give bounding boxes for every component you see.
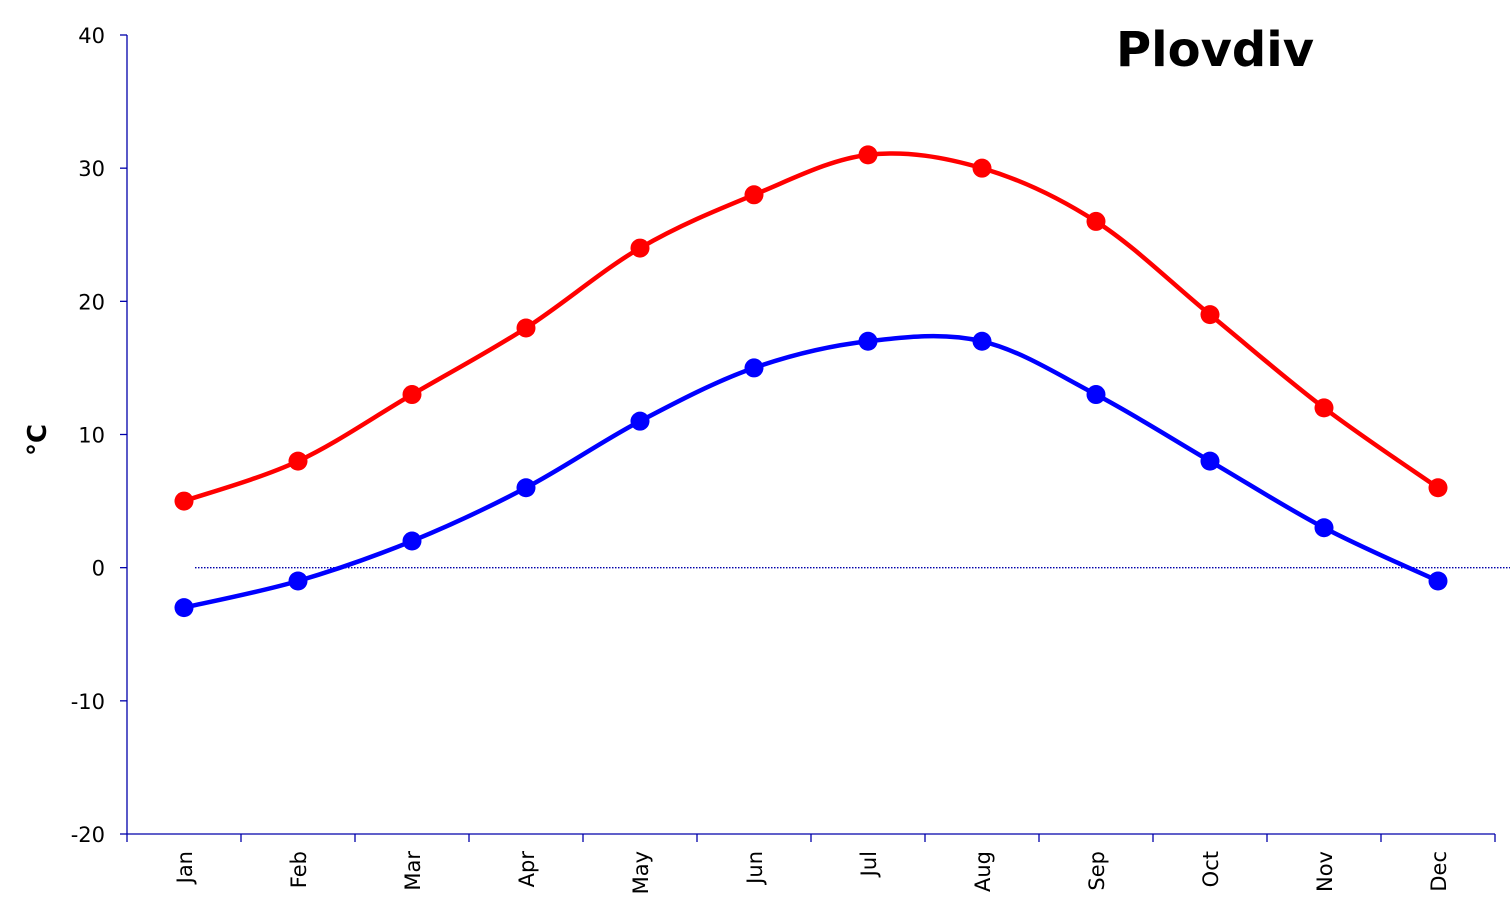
y-tick-label: 30 (78, 157, 105, 181)
data-point-high (858, 145, 878, 165)
y-tick-label: -20 (71, 823, 105, 847)
data-point-low (1086, 385, 1106, 405)
data-point-high (630, 238, 650, 258)
data-point-high (174, 491, 194, 511)
data-point-high (1428, 478, 1448, 498)
data-point-high (1086, 211, 1106, 231)
data-point-high (1314, 398, 1334, 418)
data-point-high (288, 451, 308, 471)
x-tick-label: Jan (173, 851, 197, 885)
y-tick-label: 0 (92, 557, 105, 581)
series-line-high (183, 151, 1440, 504)
data-point-low (972, 331, 992, 351)
x-tick-label: Nov (1313, 851, 1337, 892)
x-tick-label: Jun (743, 851, 767, 886)
x-tick-label: Aug (971, 851, 995, 892)
data-point-low (630, 411, 650, 431)
data-point-low (1200, 451, 1220, 471)
x-tick-label: Jul (857, 851, 881, 878)
x-tick-label: Dec (1427, 851, 1451, 892)
data-point-high (972, 158, 992, 178)
data-point-high (1200, 305, 1220, 325)
data-point-high (744, 185, 764, 205)
data-point-low (1314, 518, 1334, 538)
series-line-low (183, 333, 1439, 610)
data-point-low (744, 358, 764, 378)
y-axis-label: °C (23, 424, 53, 456)
x-tick-label: Feb (287, 851, 311, 888)
data-point-high (516, 318, 536, 338)
data-point-high (402, 385, 422, 405)
x-tick-label: Apr (515, 851, 539, 888)
y-tick-label: -10 (71, 690, 105, 714)
data-point-low (402, 531, 422, 551)
y-tick-label: 10 (78, 424, 105, 448)
data-point-low (288, 571, 308, 591)
x-tick-label: Oct (1199, 851, 1223, 887)
chart-title: Plovdiv (1116, 22, 1314, 78)
y-tick-label: 40 (78, 24, 105, 48)
data-point-low (174, 598, 194, 618)
x-tick-label: Sep (1085, 851, 1109, 891)
x-tick-label: May (629, 851, 653, 894)
data-point-low (858, 331, 878, 351)
y-tick-label: 20 (78, 290, 105, 314)
x-tick-label: Mar (401, 851, 425, 891)
data-point-low (516, 478, 536, 498)
data-point-low (1428, 571, 1448, 591)
